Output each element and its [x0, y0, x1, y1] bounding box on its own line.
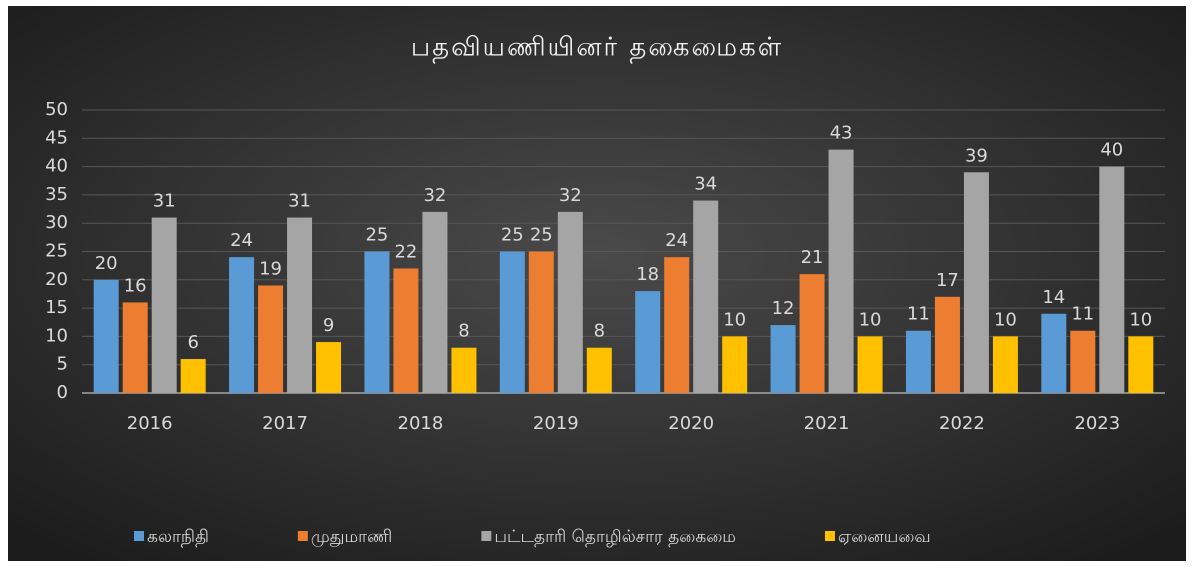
bar: [229, 257, 255, 393]
bar: [586, 347, 612, 393]
x-tick-label: 2018: [398, 413, 444, 434]
bar: [122, 302, 148, 393]
data-label: 24: [665, 230, 688, 251]
bar: [963, 172, 989, 393]
bar: [557, 211, 583, 393]
y-tick-label: 0: [57, 382, 68, 403]
bar: [1099, 166, 1125, 393]
bar: [664, 257, 690, 393]
bar: [1070, 330, 1096, 393]
data-label: 40: [1100, 140, 1123, 161]
data-label: 20: [95, 253, 118, 274]
bar: [1041, 313, 1067, 393]
y-tick-label: 20: [45, 269, 68, 290]
bar: [722, 336, 748, 393]
data-label: 32: [559, 185, 582, 206]
legend-marker: [134, 531, 144, 541]
bar: [258, 285, 284, 393]
data-label: 9: [323, 315, 334, 336]
legend-label: ஏனையவை: [838, 527, 931, 547]
y-tick-label: 40: [45, 156, 68, 177]
bar: [151, 217, 177, 393]
chart-title: பதவியணியினர் தகைமைகள்: [411, 33, 783, 64]
data-label: 11: [1071, 304, 1094, 325]
y-tick-label: 15: [45, 297, 68, 318]
data-label: 32: [423, 185, 446, 206]
bar: [528, 251, 554, 393]
legend-label: பட்டதாரி தொழில்சார தகைமை: [494, 527, 736, 547]
data-label: 11: [907, 304, 930, 325]
data-label: 19: [259, 258, 282, 279]
y-tick-label: 5: [57, 354, 68, 375]
data-label: 25: [365, 225, 388, 246]
bar: [770, 325, 796, 393]
bar: [393, 268, 419, 393]
x-tick-label: 2016: [127, 413, 173, 434]
data-label: 10: [723, 309, 746, 330]
data-label: 16: [124, 275, 147, 296]
data-label: 34: [694, 174, 717, 195]
bar: [316, 342, 342, 393]
y-tick-label: 30: [45, 212, 68, 233]
y-tick-label: 10: [45, 325, 68, 346]
data-label: 8: [594, 321, 605, 342]
data-label: 21: [801, 247, 824, 268]
bar: [857, 336, 883, 393]
bar: [180, 359, 206, 393]
bar: [799, 274, 825, 393]
y-tick-label: 50: [45, 99, 68, 120]
x-tick-label: 2022: [939, 413, 985, 434]
bar: [828, 149, 854, 393]
bar: [287, 217, 313, 393]
bar: [693, 200, 719, 393]
chart-background: [8, 6, 1186, 561]
bar: [422, 211, 448, 393]
bar: [635, 291, 661, 393]
bar: [905, 330, 931, 393]
bar: [93, 279, 119, 393]
data-label: 24: [230, 230, 253, 251]
legend-marker: [824, 531, 835, 541]
bar: [992, 336, 1018, 393]
data-label: 10: [859, 309, 882, 330]
data-label: 31: [288, 191, 311, 212]
data-label: 10: [1129, 309, 1152, 330]
data-label: 10: [994, 309, 1017, 330]
data-label: 25: [501, 225, 524, 246]
data-label: 22: [394, 241, 417, 262]
legend-marker: [297, 531, 308, 541]
legend-label: கலாநிதி: [147, 527, 209, 548]
x-tick-label: 2020: [668, 413, 714, 434]
bar: [499, 251, 525, 393]
x-tick-label: 2023: [1074, 413, 1120, 434]
y-tick-label: 45: [45, 127, 68, 148]
data-label: 6: [187, 332, 198, 353]
bar: [1128, 336, 1154, 393]
data-label: 17: [936, 270, 959, 291]
data-label: 43: [830, 123, 853, 144]
x-tick-label: 2017: [262, 413, 308, 434]
data-label: 8: [458, 321, 469, 342]
x-tick-label: 2021: [804, 413, 850, 434]
x-tick-label: 2019: [533, 413, 579, 434]
data-label: 12: [772, 298, 795, 319]
bar: [451, 347, 477, 393]
data-label: 25: [530, 225, 553, 246]
data-label: 39: [965, 145, 988, 166]
data-label: 14: [1042, 287, 1065, 308]
y-tick-label: 35: [45, 184, 68, 205]
data-label: 31: [153, 191, 176, 212]
bar: [934, 296, 960, 393]
bar: [364, 251, 390, 393]
legend-marker: [481, 531, 492, 541]
y-tick-label: 25: [45, 241, 68, 262]
data-label: 18: [636, 264, 659, 285]
legend-label: முதுமாணி: [311, 527, 392, 547]
